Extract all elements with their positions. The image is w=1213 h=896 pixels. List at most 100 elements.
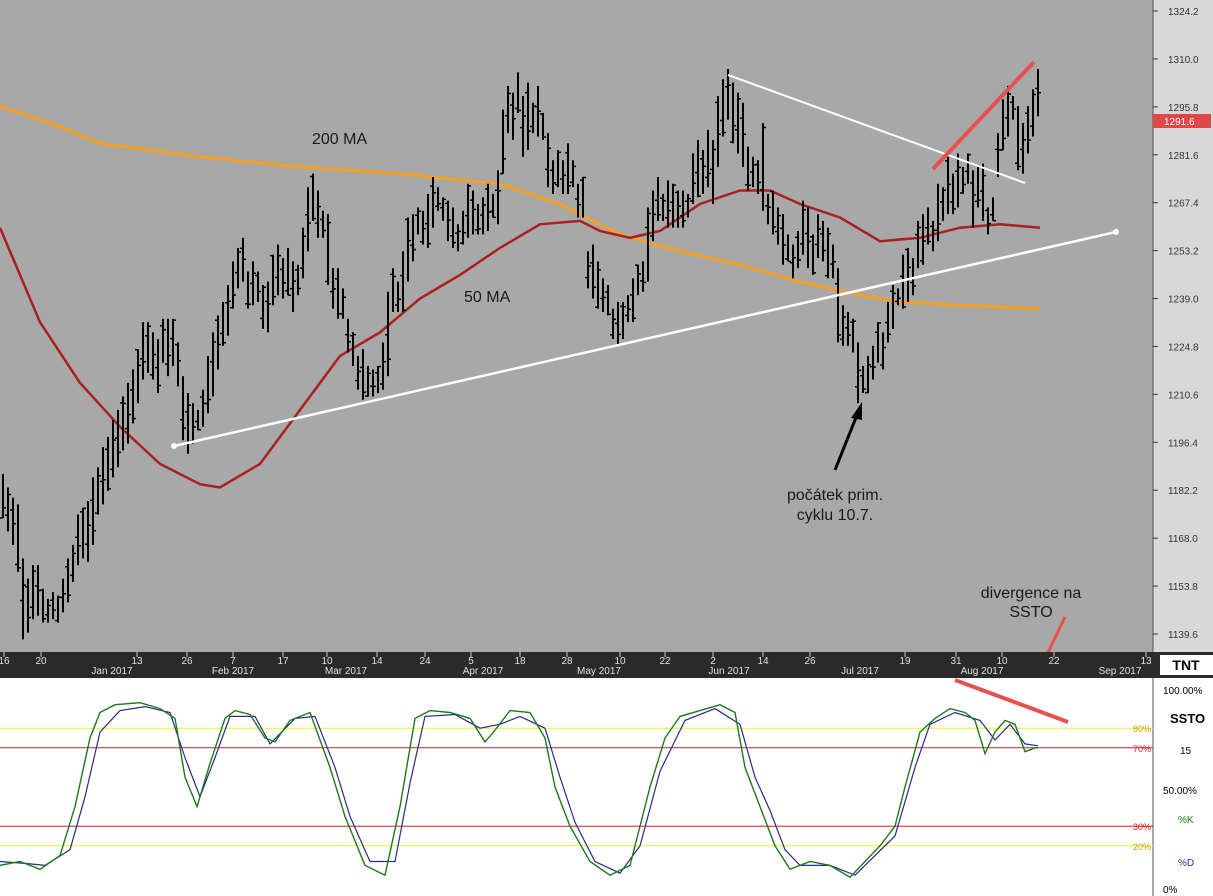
- price-bar: [580, 176, 586, 218]
- ssto-axis-mid-label: 50.00%: [1163, 786, 1197, 797]
- price-bar: [295, 264, 301, 296]
- price-bar: [20, 558, 26, 640]
- moving-average-layer: [0, 104, 1041, 489]
- price-bar: [500, 109, 506, 175]
- ssto-axis-background: [1153, 678, 1213, 896]
- price-bar: [300, 227, 306, 279]
- price-bar: [670, 183, 676, 228]
- price-bar: [10, 497, 16, 545]
- price-bar: [600, 278, 606, 313]
- label-50-ma: 50 MA: [464, 289, 511, 306]
- cycle-start-arrow-shaft: [833, 414, 859, 471]
- price-panel-background: [0, 0, 1153, 652]
- date-axis-day-label: 22: [1048, 656, 1060, 667]
- date-axis-month-label: Jul 2017: [841, 666, 879, 677]
- price-bar: [70, 544, 76, 583]
- price-bar: [620, 301, 626, 340]
- price-bar: [740, 102, 746, 167]
- price-bar: [395, 281, 401, 313]
- price-bar: [120, 396, 126, 451]
- price-bar: [985, 207, 991, 235]
- price-bar: [520, 96, 526, 157]
- support-trendline: [173, 230, 1117, 448]
- date-axis-month-label: Jan 2017: [91, 666, 133, 677]
- price-bar: [565, 143, 571, 194]
- price-bar: [755, 160, 761, 194]
- price-bar: [315, 190, 321, 238]
- ssto-legend-d: %D: [1178, 858, 1194, 869]
- price-bar: [375, 365, 381, 394]
- date-axis-day-label: 13: [1140, 656, 1152, 667]
- price-bar: [785, 234, 791, 263]
- price-bar: [1010, 96, 1016, 120]
- price-bar: [795, 231, 801, 269]
- ssto-divergence-line: [954, 678, 1069, 724]
- price-bar: [350, 332, 356, 367]
- price-bar: [25, 578, 31, 633]
- price-bar: [865, 355, 871, 394]
- price-bar: [85, 501, 91, 562]
- price-bar: [360, 349, 366, 400]
- date-axis-day-label: 28: [561, 656, 573, 667]
- price-bar: [645, 207, 651, 282]
- price-bar: [770, 190, 776, 235]
- price-axis-tick-label: 1182.2: [1168, 486, 1198, 497]
- price-bar: [475, 204, 481, 235]
- price-bar: [545, 133, 551, 188]
- date-axis-day-label: 19: [899, 656, 911, 667]
- price-bar: [555, 150, 561, 188]
- annotation-cycle-line1: počátek prim.: [787, 487, 883, 504]
- price-bar: [880, 332, 886, 370]
- price-bar: [895, 288, 901, 306]
- date-axis-day-label: 10: [321, 656, 333, 667]
- price-highs-red-line: [931, 60, 1036, 171]
- price-bar: [550, 160, 556, 194]
- date-axis-day-label: 24: [419, 656, 431, 667]
- price-bar: [585, 251, 591, 289]
- price-bar: [860, 366, 866, 394]
- price-bar: [810, 234, 816, 275]
- date-axis-month-label: Jun 2017: [708, 666, 750, 677]
- price-bar: [510, 92, 516, 140]
- price-bar: [525, 82, 531, 151]
- price-bar: [655, 177, 661, 221]
- price-bar: [680, 190, 686, 228]
- date-axis-day-label: 10: [614, 656, 626, 667]
- price-bar: [515, 72, 521, 113]
- price-bar: [280, 258, 286, 299]
- price-bar: [685, 193, 691, 218]
- price-bar: [710, 139, 716, 205]
- price-bar: [95, 467, 101, 515]
- support-trendline-end-handle[interactable]: [1113, 229, 1119, 235]
- price-bar: [725, 69, 731, 120]
- ssto-panel-background: [0, 678, 1153, 896]
- support-trendline-start-handle[interactable]: [171, 443, 177, 449]
- series-200-ma-line: [0, 104, 1041, 311]
- price-bar: [840, 305, 846, 346]
- price-bar: [320, 210, 326, 238]
- price-bar: [925, 207, 931, 245]
- price-bar: [720, 79, 726, 137]
- price-bar: [30, 565, 36, 620]
- price-bar: [75, 514, 81, 566]
- price-bar: [850, 318, 856, 353]
- price-bar: [90, 477, 96, 545]
- price-axis-tick-label: 1210.6: [1168, 390, 1199, 401]
- price-bar: [695, 139, 701, 198]
- price-bar: [540, 112, 546, 140]
- price-bar: [310, 173, 316, 221]
- price-axis-tick-label: 1281.6: [1168, 151, 1199, 162]
- price-bar: [660, 193, 666, 221]
- price-bar: [635, 264, 641, 296]
- price-bar: [45, 598, 51, 623]
- price-bar: [570, 160, 576, 188]
- price-bar: [345, 318, 351, 353]
- annotation-divergence-line1: divergence na: [981, 585, 1082, 602]
- price-bar: [915, 220, 921, 269]
- price-bar: [745, 146, 751, 191]
- series-percent-k-line: [0, 701, 1038, 879]
- price-bar: [615, 301, 621, 346]
- price-bar: [975, 166, 981, 208]
- price-bar: [205, 355, 211, 414]
